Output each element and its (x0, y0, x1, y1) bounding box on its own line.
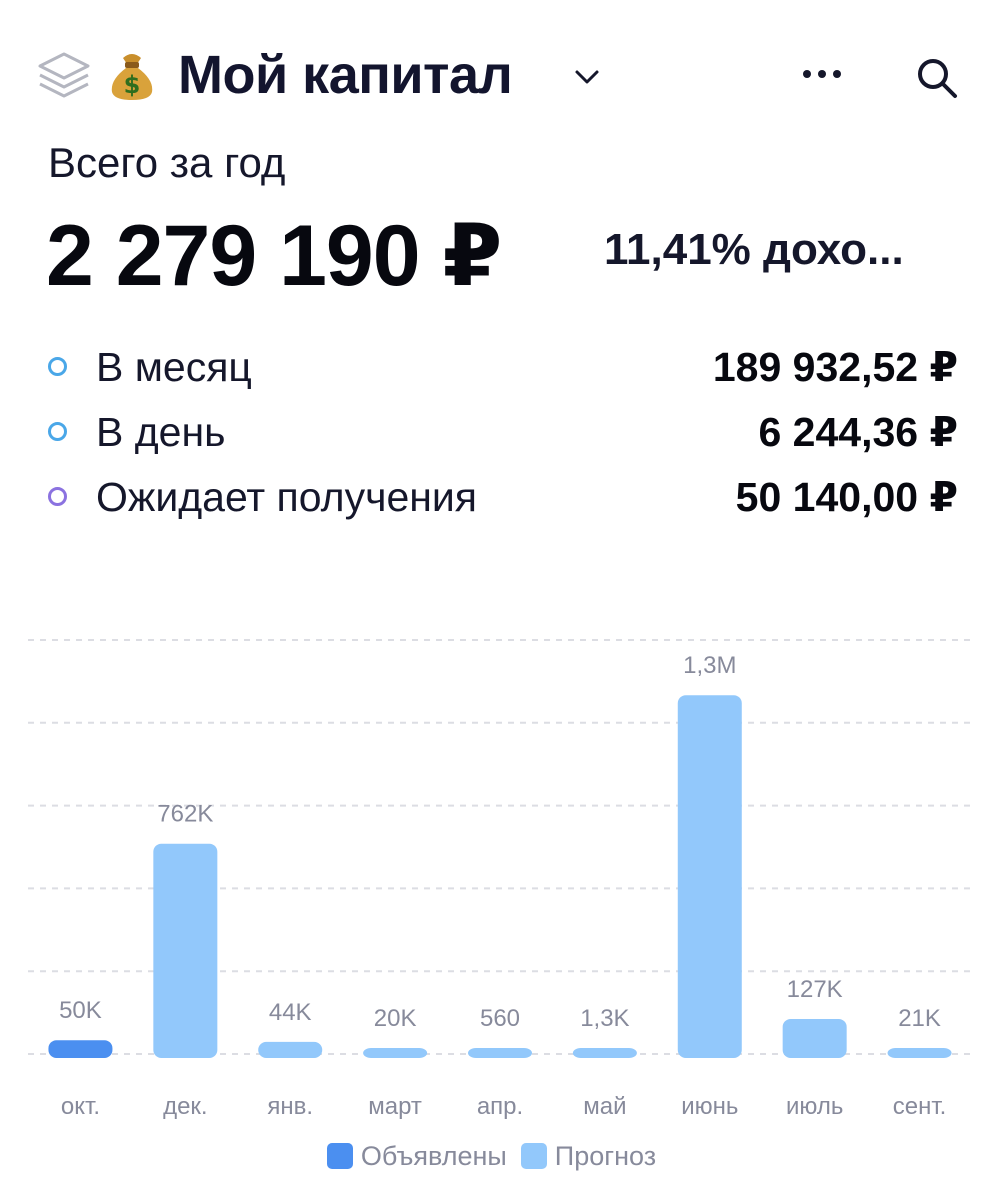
search-icon[interactable] (914, 56, 960, 100)
x-tick-label: янв. (267, 1093, 313, 1120)
stat-row-pending: Ожидает получения 50 140,00 ₽ (46, 470, 958, 526)
x-tick-label: июнь (681, 1093, 738, 1120)
data-label: 127K (787, 976, 843, 1003)
yield-label: 11,41% дохо... (604, 225, 904, 274)
bar-forecast[interactable] (258, 1041, 323, 1058)
x-tick-label: июль (786, 1093, 843, 1120)
bar-forecast[interactable] (363, 1048, 428, 1058)
bar-forecast[interactable] (153, 843, 218, 1058)
stat-label: Ожидает получения (96, 474, 477, 520)
bar-forecast[interactable] (468, 1048, 532, 1058)
chevron-down-icon[interactable] (572, 66, 602, 88)
data-label: 762K (157, 801, 213, 828)
x-tick-label: март (368, 1093, 422, 1120)
stat-value: 6 244,36 ₽ (758, 409, 958, 455)
chart-legend: Объявлены Прогноз (0, 1136, 983, 1176)
x-tick-label: май (583, 1093, 626, 1120)
legend-swatch-declared (326, 1143, 353, 1169)
bar-forecast[interactable] (782, 1018, 847, 1058)
stat-dot (48, 422, 67, 441)
money-bag-icon: $ (111, 54, 153, 100)
legend-item-declared[interactable]: Объявлены (326, 1140, 507, 1172)
stat-label: В день (96, 409, 226, 455)
stat-label: В месяц (96, 344, 252, 390)
layers-icon[interactable] (36, 50, 92, 100)
total-amount: 2 279 190 ₽ (46, 208, 502, 304)
data-label: 1,3K (580, 1005, 629, 1032)
legend-item-forecast[interactable]: Прогноз (520, 1140, 657, 1172)
bar-forecast[interactable] (677, 695, 742, 1058)
x-tick-label: окт. (61, 1093, 100, 1120)
data-label: 20K (374, 1005, 417, 1032)
legend-label: Прогноз (554, 1140, 657, 1171)
data-label: 1,3M (683, 652, 736, 679)
x-tick-label: сент. (893, 1093, 947, 1120)
data-label: 44K (269, 999, 312, 1026)
legend-label: Объявлены (360, 1140, 507, 1171)
bar-forecast[interactable] (572, 1048, 637, 1058)
stat-row-month: В месяц 189 932,52 ₽ (46, 340, 958, 396)
stat-row-day: В день 6 244,36 ₽ (46, 405, 958, 461)
svg-text:$: $ (124, 71, 141, 99)
data-label: 21K (898, 1005, 941, 1032)
app-header: $ Мой капитал (0, 0, 983, 150)
stat-dot (48, 487, 67, 506)
stat-dot (48, 357, 67, 376)
stat-value: 189 932,52 ₽ (712, 344, 958, 390)
stat-value: 50 140,00 ₽ (735, 474, 958, 520)
x-tick-label: дек. (163, 1093, 208, 1120)
chart-plot: 50K окт. 762K дек. 44K янв. 20K март 560 апр. 1,3K… (28, 639, 972, 1120)
x-tick-label: апр. (477, 1093, 523, 1120)
legend-swatch-forecast (520, 1143, 547, 1169)
income-chart: 50K окт. 762K дек. 44K янв. 20K март 560 апр. 1,3K… (0, 600, 983, 1200)
period-label: Всего за год (48, 139, 286, 186)
page-title[interactable]: Мой капитал (178, 45, 513, 105)
data-label: 50K (59, 997, 102, 1024)
bar-forecast[interactable] (887, 1048, 952, 1058)
bar-declared[interactable] (48, 1040, 113, 1058)
more-icon[interactable] (800, 64, 844, 84)
data-label: 560 (480, 1005, 520, 1032)
